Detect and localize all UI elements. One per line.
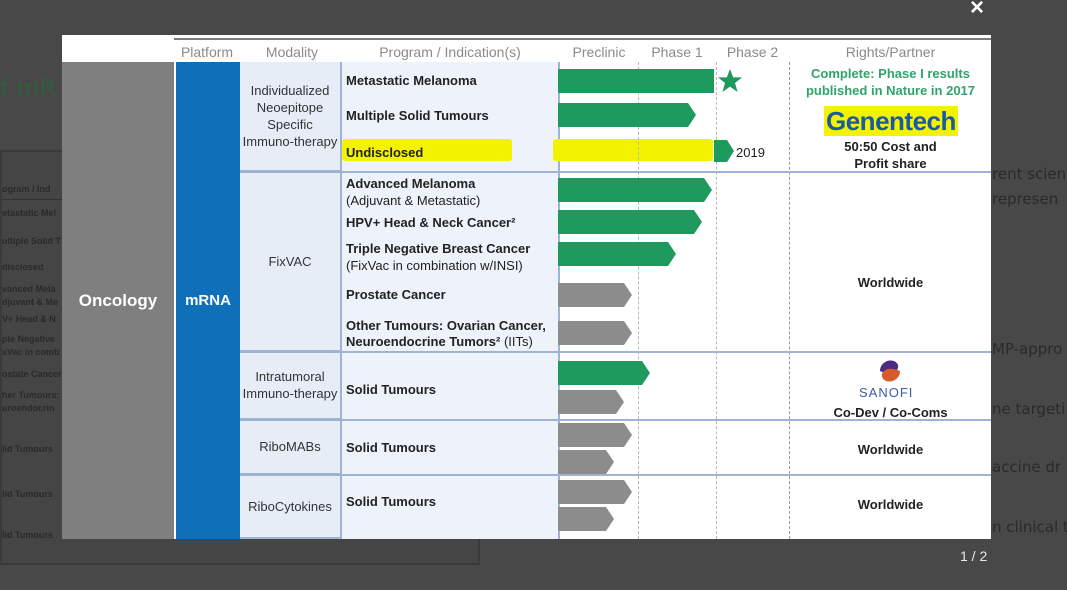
program-iits-label: (IITs) xyxy=(503,334,533,349)
progress-arrow-ribocytokines-1 xyxy=(558,480,632,504)
modality-fixvac: FixVAC xyxy=(240,172,340,352)
progress-arrow-advanced-melanoma xyxy=(558,178,712,202)
modality-ribomabs: RiboMABs xyxy=(240,420,340,475)
row-separator xyxy=(240,474,991,476)
progress-arrow-intratumoral-gray xyxy=(558,390,624,414)
program-other-tumours: Other Tumours: Ovarian Cancer, xyxy=(346,318,546,333)
header-program: Program / Indication(s) xyxy=(379,44,521,60)
background-text-fragment: MP-appro xyxy=(992,340,1063,358)
program-ribomabs-solid: Solid Tumours xyxy=(346,440,437,455)
thumb-row: ultiple Solid T xyxy=(2,236,61,246)
progress-arrow-ribomabs-1 xyxy=(558,423,632,447)
header-rights: Rights/Partner xyxy=(845,44,936,60)
background-text-fragment: ne targeti xyxy=(992,400,1066,418)
header-phase1: Phase 1 xyxy=(651,44,703,60)
program-neuroendocrine: Neuroendocrine Tumors² (IITs) xyxy=(346,334,533,350)
sanofi-logo-icon xyxy=(880,360,900,382)
background-text-fragment: accine dr xyxy=(992,458,1062,476)
progress-arrow-ribocytokines-2 xyxy=(558,507,614,531)
progress-arrow-ribomabs-2 xyxy=(558,450,614,474)
program-hpv-head-neck: HPV+ Head & Neck Cancer² xyxy=(346,215,516,230)
program-multiple-solid-tumours: Multiple Solid Tumours xyxy=(346,108,489,123)
header-phase2: Phase 2 xyxy=(726,44,779,60)
thumb-row: djuvant & Me xyxy=(2,297,59,307)
rights-complete-line1: Complete: Phase I results xyxy=(811,66,970,81)
modality-neoepitope: Individualized Neoepitope Specific Immun… xyxy=(240,62,340,172)
rights-cost-line2: Profit share xyxy=(854,156,927,171)
rights-complete: Complete: Phase I results published in N… xyxy=(789,65,991,99)
sanofi-logo-text: SANOFI xyxy=(859,385,914,400)
thumb-row: V+ Head & N xyxy=(2,314,56,324)
header-platform: Platform xyxy=(180,44,234,60)
rights-worldwide-ribocytokines: Worldwide xyxy=(857,497,924,512)
header-rule xyxy=(174,38,991,40)
row-separator xyxy=(240,351,991,353)
progress-arrow-prostate xyxy=(558,283,632,307)
platform-oncology: Oncology xyxy=(62,62,174,539)
star-icon xyxy=(718,69,742,92)
rights-complete-line2: published in Nature in 2017 xyxy=(805,83,976,98)
highlight-undisclosed-bar xyxy=(553,139,713,161)
background-text-fragment: rent scien xyxy=(992,165,1067,183)
thumb-row: uroendocrin xyxy=(2,403,55,413)
rights-cost-line1: 50:50 Cost and xyxy=(844,139,937,154)
modality-mrna: mRNA xyxy=(176,62,240,539)
header-preclinic: Preclinic xyxy=(572,44,626,60)
program-metastatic-melanoma: Metastatic Melanoma xyxy=(346,73,477,88)
thumb-row: vanced Mela xyxy=(2,284,56,294)
progress-arrow-tnbc xyxy=(558,242,676,266)
program-intratumoral-solid: Solid Tumours xyxy=(346,382,437,397)
thumb-header xyxy=(2,182,72,200)
genentech-logo: Genentech xyxy=(824,106,958,136)
thumb-row: ogram / Ind xyxy=(2,184,51,194)
program-neuroendocrine-label: Neuroendocrine Tumors² xyxy=(346,334,504,349)
background-text-fragment: represen xyxy=(992,190,1059,208)
program-tnbc: Triple Negative Breast Cancer xyxy=(346,241,531,256)
program-ribocytokines-solid: Solid Tumours xyxy=(346,494,437,509)
modality-intratumoral: Intratumoral Immuno-therapy xyxy=(240,352,340,420)
program-advanced-melanoma: Advanced Melanoma xyxy=(346,176,476,191)
thumb-row: disclosed xyxy=(2,262,44,272)
progress-arrow-hpv xyxy=(558,210,702,234)
background-text-fragment: n clinical t xyxy=(992,518,1067,536)
thumb-row: ostate Cancer xyxy=(2,369,62,379)
program-tnbc-sub: (FixVac in combination w/INSI) xyxy=(346,258,523,273)
progress-arrow-multiple-solid xyxy=(558,103,696,127)
modality-ribocytokines: RiboCytokines xyxy=(240,475,340,539)
thumb-row: her Tumours: xyxy=(2,390,60,400)
pipeline-slide: Platform Modality Program / Indication(s… xyxy=(62,35,991,539)
header-modality: Modality xyxy=(265,44,319,60)
program-prostate-cancer: Prostate Cancer xyxy=(346,287,446,302)
highlight-undisclosed xyxy=(342,139,512,161)
rights-worldwide-fixvac: Worldwide xyxy=(857,275,924,290)
progress-arrow-undisclosed xyxy=(714,140,734,162)
thumb-row: xVac in comb xyxy=(2,347,60,357)
close-icon[interactable]: × xyxy=(970,0,985,21)
thumb-row: lid Tumours xyxy=(2,530,53,540)
grid-phase2 xyxy=(716,62,717,539)
grid-rights xyxy=(789,62,790,539)
progress-arrow-intratumoral-green xyxy=(558,361,650,385)
year-label: 2019 xyxy=(736,145,765,160)
thumb-row: lid Tumours xyxy=(2,489,53,499)
thumb-row: lid Tumours xyxy=(2,444,53,454)
rights-cost-share: 50:50 Cost and Profit share xyxy=(789,138,991,172)
rights-worldwide-ribomabs: Worldwide xyxy=(857,442,924,457)
program-undisclosed: Undisclosed xyxy=(346,145,424,160)
image-counter: 1 / 2 xyxy=(960,548,988,564)
program-advanced-melanoma-sub: (Adjuvant & Metastatic) xyxy=(346,193,481,208)
grid-phase1 xyxy=(638,62,639,539)
row-separator xyxy=(240,171,991,173)
thumb-row: etastatic Mel xyxy=(2,208,57,218)
row-separator xyxy=(240,419,991,421)
progress-arrow-metastatic-melanoma xyxy=(558,69,714,93)
background-title: f mR xyxy=(0,74,57,102)
progress-arrow-other-tumours xyxy=(558,321,632,345)
rights-codev: Co-Dev / Co-Coms xyxy=(833,405,948,420)
thumb-row: ple Negative xyxy=(2,334,56,344)
